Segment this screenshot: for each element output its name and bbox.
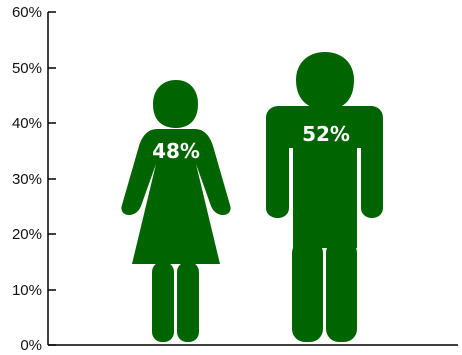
female-body	[121, 129, 231, 264]
male-left-leg	[292, 240, 323, 342]
y-ticks	[48, 11, 56, 346]
female-head	[153, 80, 198, 128]
female-figure-icon	[121, 80, 231, 342]
data-labels: 48% 52%	[152, 122, 350, 163]
y-tick-label: 60%	[12, 4, 42, 21]
male-head	[296, 52, 354, 110]
male-data-label: 52%	[302, 122, 350, 146]
female-left-leg	[152, 262, 174, 342]
male-figure-icon	[266, 52, 383, 342]
female-data-label: 48%	[152, 139, 200, 163]
male-torso	[266, 106, 383, 248]
y-tick-labels: 0% 10% 20% 30% 40% 50% 60%	[12, 4, 42, 354]
y-tick-label: 50%	[12, 60, 42, 77]
y-tick-label: 0%	[20, 337, 42, 354]
y-tick-label: 20%	[12, 226, 42, 243]
y-tick-label: 10%	[12, 282, 42, 299]
male-right-leg	[326, 240, 357, 342]
y-tick-label: 30%	[12, 171, 42, 188]
y-tick-label: 40%	[12, 115, 42, 132]
female-right-leg	[177, 262, 199, 342]
